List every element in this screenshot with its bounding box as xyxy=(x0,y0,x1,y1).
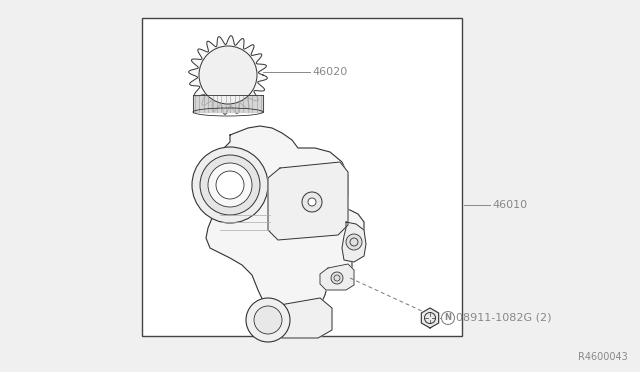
Circle shape xyxy=(254,306,282,334)
Text: 46020: 46020 xyxy=(312,67,348,77)
Polygon shape xyxy=(320,264,354,290)
Text: R4600043: R4600043 xyxy=(579,352,628,362)
Bar xyxy=(142,18,462,336)
Text: 08911-1082G (2): 08911-1082G (2) xyxy=(456,313,552,323)
Circle shape xyxy=(200,155,260,215)
Circle shape xyxy=(302,192,322,212)
Polygon shape xyxy=(206,126,364,330)
Circle shape xyxy=(346,234,362,250)
Circle shape xyxy=(308,198,316,206)
Circle shape xyxy=(216,171,244,199)
Polygon shape xyxy=(268,298,332,338)
Polygon shape xyxy=(268,162,348,240)
Polygon shape xyxy=(421,308,438,328)
Text: N: N xyxy=(445,314,451,323)
Circle shape xyxy=(199,46,257,104)
Circle shape xyxy=(208,163,252,207)
Text: 46010: 46010 xyxy=(492,200,527,210)
Circle shape xyxy=(246,298,290,342)
Circle shape xyxy=(192,147,268,223)
Polygon shape xyxy=(342,222,366,262)
Polygon shape xyxy=(189,36,268,114)
Circle shape xyxy=(331,272,343,284)
